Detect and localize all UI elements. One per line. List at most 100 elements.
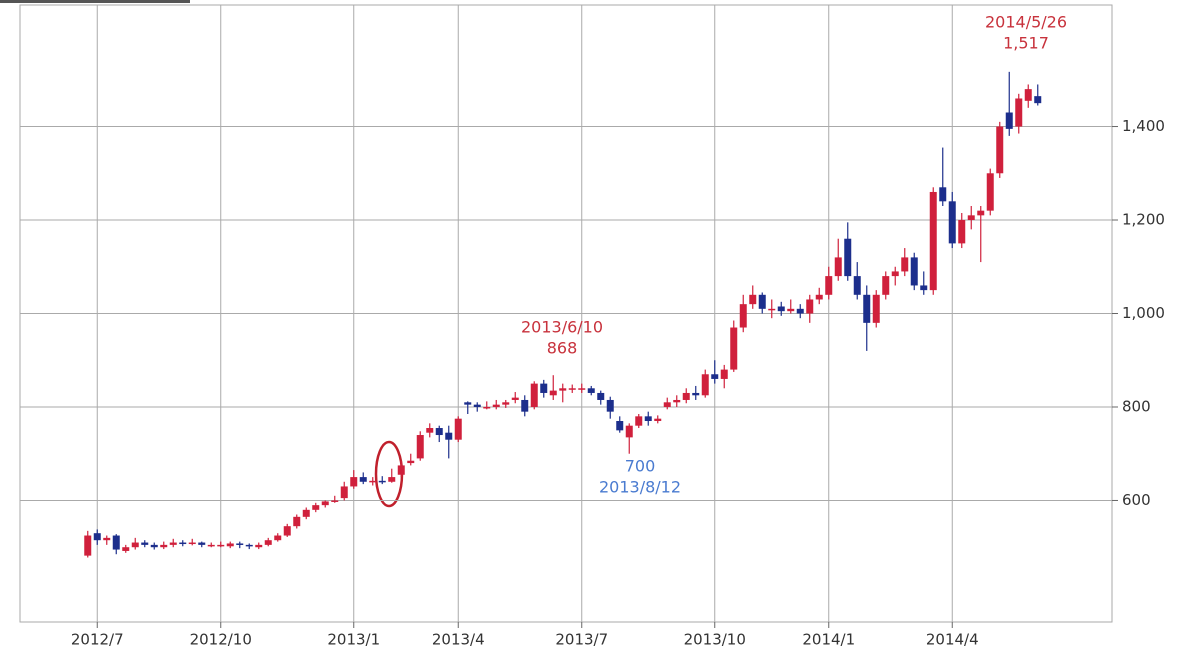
candle-body: [587, 388, 595, 393]
candle-body: [435, 428, 443, 436]
candle-body: [445, 432, 453, 440]
candle-body: [150, 544, 158, 548]
x-tick-label: 2013/1: [327, 631, 380, 649]
candle-body: [388, 477, 396, 482]
candle-body: [768, 308, 776, 311]
candle-body: [749, 294, 757, 305]
candle-body: [1034, 96, 1042, 104]
candle-body: [312, 505, 320, 510]
candle-body: [578, 388, 586, 390]
candle-body: [217, 544, 225, 547]
candle-body: [796, 308, 804, 314]
candle-body: [977, 210, 985, 216]
candle-body: [454, 418, 462, 440]
candle-body: [654, 418, 662, 422]
candle-body: [188, 542, 196, 545]
candle-body: [711, 374, 719, 379]
x-tick-label: 2013/10: [684, 631, 746, 649]
candle-body: [321, 501, 329, 506]
y-tick-label: 600: [1122, 491, 1151, 509]
candle-body: [473, 404, 481, 407]
candle-body: [426, 428, 434, 433]
candle-body: [207, 544, 215, 547]
candle-body: [701, 374, 709, 396]
candle-body: [939, 187, 947, 202]
candle-body: [891, 271, 899, 277]
candle-body: [692, 392, 700, 396]
candle-body: [606, 399, 614, 412]
candle-body: [131, 542, 139, 548]
candle-body: [853, 276, 861, 295]
x-tick-label: 2012/7: [71, 631, 124, 649]
candle-body: [226, 543, 234, 547]
candle-body: [920, 285, 928, 291]
candle-body: [521, 399, 529, 412]
candle-body: [682, 392, 690, 400]
candle-body: [730, 327, 738, 370]
candle-body: [245, 544, 253, 547]
candle-body: [483, 406, 491, 409]
y-tick-label: 1,400: [1122, 117, 1165, 135]
candle-body: [359, 477, 367, 482]
candle-body: [255, 544, 263, 548]
candle-body: [350, 477, 358, 487]
candle-body: [397, 465, 405, 475]
candle-body: [777, 306, 785, 312]
candle-body: [274, 535, 282, 541]
candle-body: [283, 526, 291, 536]
candle-body: [986, 173, 994, 211]
candle-body: [141, 542, 149, 545]
candle-body: [739, 304, 747, 328]
candle-body: [806, 299, 814, 314]
candle-body: [407, 460, 415, 464]
candle-body: [293, 516, 301, 527]
candle-body: [264, 540, 272, 545]
x-tick-label: 2014/4: [926, 631, 979, 649]
candle-body: [559, 388, 567, 391]
candle-body: [948, 201, 956, 244]
candle-body: [958, 220, 966, 244]
candle-body: [169, 542, 177, 545]
candle-body: [625, 425, 633, 438]
candle-body: [93, 533, 101, 541]
candle-body: [882, 276, 890, 295]
candle-body: [331, 500, 339, 502]
y-tick-label: 800: [1122, 397, 1151, 415]
x-tick-label: 2012/10: [190, 631, 252, 649]
y-tick-label: 1,200: [1122, 211, 1165, 229]
annotation: 1,517: [1003, 34, 1049, 53]
candle-body: [597, 392, 605, 400]
x-tick-label: 2014/1: [802, 631, 855, 649]
candle-body: [492, 404, 500, 407]
candle-body: [758, 294, 766, 309]
candle-body: [787, 308, 795, 312]
candle-body: [369, 480, 377, 483]
candle-body: [340, 486, 348, 499]
candle-body: [511, 397, 519, 400]
candle-body: [540, 383, 548, 393]
candle-body: [84, 535, 92, 556]
candle-body: [996, 126, 1004, 174]
annotation: 2014/5/26: [985, 13, 1067, 32]
candle-body: [1005, 112, 1013, 129]
candle-body: [416, 435, 424, 459]
candle-body: [967, 215, 975, 221]
candle-body: [616, 421, 624, 431]
candle-body: [302, 509, 310, 517]
candle-body: [1024, 89, 1032, 101]
candle-body: [179, 542, 187, 545]
candle-body: [863, 294, 871, 323]
candle-body: [720, 369, 728, 379]
candle-body: [872, 294, 880, 323]
candle-body: [644, 416, 652, 422]
candle-body: [1015, 98, 1023, 127]
candle-body: [103, 537, 111, 541]
candle-body: [825, 276, 833, 295]
candle-body: [378, 480, 386, 483]
candle-body: [901, 257, 909, 272]
candle-body: [112, 535, 120, 550]
candle-body: [549, 390, 557, 396]
top-bar: [0, 0, 190, 3]
candle-body: [910, 257, 918, 286]
x-tick-label: 2013/4: [432, 631, 485, 649]
